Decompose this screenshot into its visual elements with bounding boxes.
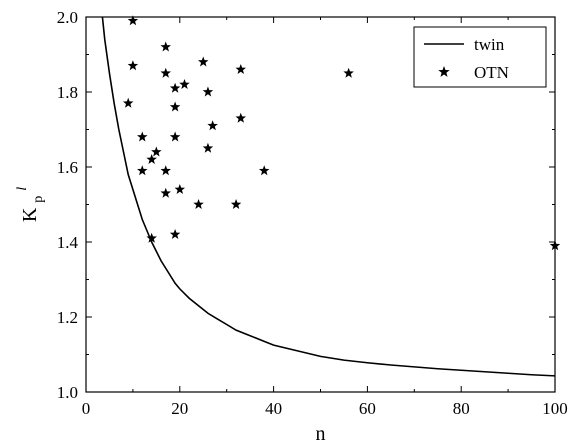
y-tick-label: 1.2 xyxy=(57,308,78,327)
x-tick-label: 100 xyxy=(542,399,568,418)
data-point-star xyxy=(146,232,157,243)
y-tick-label: 2.0 xyxy=(57,8,78,27)
data-point-star xyxy=(137,165,148,176)
data-point-star xyxy=(258,165,270,176)
data-point-star xyxy=(160,165,171,176)
data-point-star xyxy=(122,97,134,108)
data-point-star xyxy=(169,131,181,142)
data-point-star xyxy=(202,142,214,153)
data-point-star xyxy=(127,60,139,71)
y-tick-label: 1.8 xyxy=(57,83,78,102)
x-tick-label: 0 xyxy=(82,399,91,418)
data-point-star xyxy=(202,86,214,97)
y-tick-label: 1.6 xyxy=(57,158,78,177)
x-tick-label: 80 xyxy=(453,399,470,418)
data-point-star xyxy=(179,79,190,89)
legend: twin OTN xyxy=(413,26,547,88)
y-tick-label: 1.4 xyxy=(57,233,79,252)
data-point-star xyxy=(137,131,148,142)
series-line-twin xyxy=(101,17,555,377)
data-point-star xyxy=(343,67,354,78)
data-point-star xyxy=(235,64,246,74)
y-tick-label: 1.0 xyxy=(57,383,78,402)
data-point-star xyxy=(169,101,181,112)
data-point-star xyxy=(169,82,181,93)
legend-entry-otn: OTN xyxy=(474,63,509,82)
x-tick-label: 60 xyxy=(359,399,376,418)
data-point-star xyxy=(146,154,157,164)
x-tick-label: 40 xyxy=(265,399,282,418)
legend-star-marker-icon xyxy=(438,66,450,77)
data-point-star xyxy=(207,120,218,131)
y-axis-label-main: K xyxy=(19,207,41,222)
y-axis-label: K p l xyxy=(15,187,47,222)
x-tick-label: 20 xyxy=(171,399,188,418)
axes: 0 20 40 60 80 100 1.0 1.2 1.4 1.6 1.8 2.0 xyxy=(57,8,568,418)
legend-box xyxy=(413,26,547,88)
plot-area xyxy=(101,15,561,377)
data-point-star xyxy=(193,199,204,209)
data-point-star xyxy=(160,187,171,198)
data-point-star xyxy=(235,112,246,123)
y-axis-label-superscript: l xyxy=(15,187,30,191)
data-point-star xyxy=(169,229,181,239)
x-axis-label: n xyxy=(316,423,326,444)
y-axis-label-subscript: p xyxy=(31,196,46,203)
data-point-star xyxy=(230,199,242,209)
data-point-star xyxy=(160,41,171,52)
data-point-star xyxy=(198,56,209,67)
legend-entry-twin: twin xyxy=(474,35,505,54)
data-point-star xyxy=(174,184,186,194)
data-point-star xyxy=(151,146,162,157)
data-point-star xyxy=(127,15,139,26)
data-point-star xyxy=(160,67,171,78)
